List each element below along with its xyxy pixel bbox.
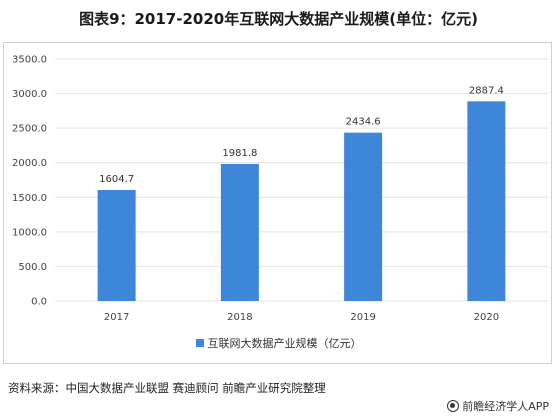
legend-label: 互联网大数据产业规模（亿元） (207, 337, 362, 350)
x-tick-label-2017: 2017 (104, 312, 129, 323)
brand-watermark: 前瞻经济学人APP (447, 398, 549, 414)
gridlines (55, 58, 548, 302)
legend: 互联网大数据产业规模（亿元） (0, 335, 557, 351)
y-axis-ticks: 0.0 500.0 1000.0 1500.0 2000.0 2500.0 3000.0 35… (12, 55, 47, 308)
y-tick-label: 3500.0 (12, 55, 47, 66)
x-axis-ticks: 2017 2018 2019 2020 (104, 312, 499, 323)
y-tick-label: 0.0 (31, 297, 47, 308)
source-note: 资料来源：中国大数据产业联盟 赛迪顾问 前瞻产业研究院整理 (8, 381, 326, 395)
data-label-2017: 1604.7 (99, 174, 134, 185)
brand-name: 前瞻经济学人APP (462, 400, 549, 413)
chart-title: 图表9：2017-2020年互联网大数据产业规模(单位：亿元) (79, 10, 478, 28)
y-tick-label: 2000.0 (12, 158, 47, 169)
y-tick-label: 2500.0 (12, 124, 47, 135)
bar-2017 (97, 190, 136, 301)
x-tick-label-2019: 2019 (350, 312, 375, 323)
data-labels: 1604.7 1981.8 2434.6 2887.4 (99, 85, 504, 185)
y-tick-label: 1500.0 (12, 193, 47, 204)
x-tick-label-2020: 2020 (474, 312, 499, 323)
bars (97, 101, 506, 302)
chart-frame (3, 42, 552, 364)
y-tick-label: 3000.0 (12, 89, 47, 100)
data-label-2020: 2887.4 (469, 85, 504, 96)
qianzhan-logo-icon (447, 400, 460, 412)
y-tick-label: 500.0 (18, 262, 47, 273)
y-tick-label: 1000.0 (12, 227, 47, 238)
x-tick-label-2018: 2018 (227, 312, 252, 323)
bar-2018 (220, 163, 259, 301)
data-label-2019: 2434.6 (346, 117, 381, 128)
bar-2020 (467, 101, 506, 302)
bar-2019 (344, 132, 383, 301)
legend-swatch (195, 339, 204, 347)
data-label-2018: 1981.8 (222, 148, 257, 159)
